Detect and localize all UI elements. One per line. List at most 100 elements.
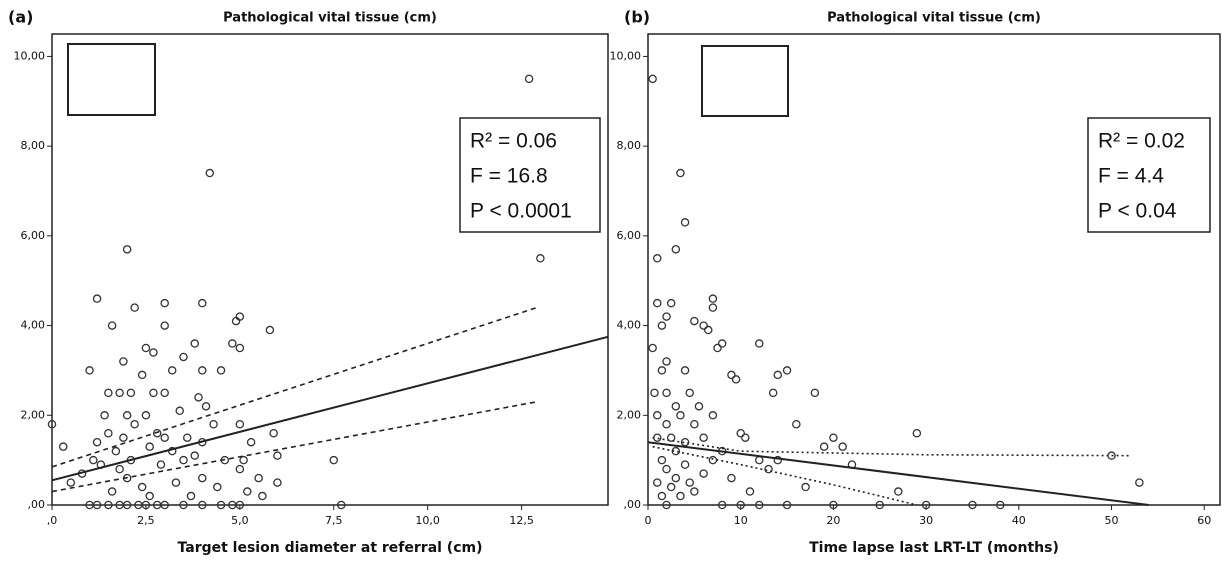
data-point bbox=[875, 500, 885, 510]
data-point bbox=[179, 352, 188, 362]
data-point bbox=[676, 168, 685, 178]
data-point bbox=[685, 478, 694, 487]
fit-line bbox=[51, 335, 609, 482]
data-point bbox=[235, 420, 245, 429]
data-point bbox=[782, 366, 792, 375]
data-point bbox=[152, 500, 162, 510]
fit-line bbox=[647, 441, 1149, 506]
data-point bbox=[536, 254, 545, 263]
data-point bbox=[149, 348, 158, 357]
data-point bbox=[190, 451, 200, 460]
x-tick-label: 2,5 bbox=[137, 514, 155, 527]
data-point bbox=[792, 420, 801, 429]
stats-text: R² = 0.06 bbox=[470, 130, 557, 153]
data-point bbox=[653, 411, 662, 420]
x-tick-label: 12,5 bbox=[509, 514, 534, 527]
data-point bbox=[657, 321, 667, 330]
data-point bbox=[666, 433, 676, 442]
data-point bbox=[662, 464, 671, 474]
data-point bbox=[996, 500, 1005, 510]
data-point bbox=[235, 500, 245, 510]
data-point bbox=[717, 500, 727, 510]
data-point bbox=[243, 487, 252, 496]
data-point bbox=[141, 343, 151, 353]
data-point bbox=[198, 500, 207, 510]
data-point bbox=[126, 388, 136, 398]
data-point bbox=[653, 254, 662, 263]
data-point bbox=[653, 298, 662, 308]
data-point bbox=[160, 298, 169, 308]
data-point bbox=[130, 420, 139, 429]
data-point bbox=[216, 366, 226, 375]
data-point bbox=[92, 294, 102, 303]
y-tick-label: 4,00 bbox=[617, 319, 642, 332]
data-point bbox=[273, 478, 282, 487]
data-point bbox=[680, 460, 690, 469]
data-point bbox=[745, 487, 755, 496]
data-point bbox=[754, 339, 764, 348]
data-point bbox=[650, 388, 659, 398]
chart-title: Pathological vital tissue (cm) bbox=[223, 11, 437, 26]
data-point bbox=[59, 442, 68, 451]
data-point bbox=[657, 366, 667, 375]
x-axis-label: Target lesion diameter at referral (cm) bbox=[178, 540, 483, 556]
data-point bbox=[92, 500, 102, 510]
data-point bbox=[209, 420, 218, 429]
data-point bbox=[141, 411, 151, 420]
data-point bbox=[657, 455, 667, 465]
data-point bbox=[704, 325, 713, 335]
x-tick-label: 20 bbox=[826, 514, 840, 527]
data-point bbox=[1135, 478, 1144, 487]
data-point bbox=[662, 312, 671, 321]
data-point bbox=[708, 411, 718, 420]
data-point bbox=[671, 402, 681, 411]
data-point bbox=[122, 245, 132, 254]
plot-frame bbox=[51, 33, 609, 506]
data-point bbox=[657, 491, 667, 501]
y-tick-label: 8,00 bbox=[617, 139, 642, 152]
data-point bbox=[666, 298, 676, 308]
data-point bbox=[773, 455, 783, 465]
data-point bbox=[239, 455, 248, 465]
x-tick-label: 30 bbox=[919, 514, 933, 527]
data-point bbox=[680, 437, 690, 447]
panel-label: (b) bbox=[624, 8, 650, 27]
data-point bbox=[137, 370, 147, 380]
data-point bbox=[731, 375, 741, 384]
x-tick-label: ,0 bbox=[47, 514, 58, 527]
data-point bbox=[754, 500, 764, 510]
data-point bbox=[216, 500, 226, 510]
y-tick-label: ,00 bbox=[624, 498, 642, 511]
data-point bbox=[337, 500, 346, 510]
data-point bbox=[968, 500, 977, 510]
stats-text: R² = 0.02 bbox=[1098, 130, 1185, 153]
data-point bbox=[156, 460, 166, 469]
fit-line bbox=[652, 436, 1131, 457]
data-point bbox=[676, 411, 685, 420]
data-point bbox=[175, 406, 184, 416]
data-point bbox=[662, 357, 671, 366]
data-point bbox=[122, 500, 132, 510]
data-point bbox=[736, 428, 745, 438]
legend-box bbox=[701, 45, 789, 117]
data-point bbox=[85, 366, 94, 375]
data-point bbox=[198, 473, 207, 483]
data-point bbox=[708, 303, 718, 312]
data-point bbox=[160, 433, 169, 442]
data-point bbox=[47, 420, 57, 429]
fit-line bbox=[652, 445, 918, 506]
data-point bbox=[89, 455, 98, 465]
data-point bbox=[152, 428, 162, 438]
y-tick-label: 6,00 bbox=[21, 229, 46, 242]
data-point bbox=[190, 339, 200, 348]
stats-text: F = 16.8 bbox=[470, 165, 548, 188]
fit-line bbox=[51, 306, 537, 468]
data-point bbox=[160, 388, 169, 398]
data-point bbox=[145, 491, 154, 501]
data-point bbox=[690, 316, 699, 326]
data-point bbox=[258, 491, 267, 501]
stats-box bbox=[1087, 117, 1211, 233]
data-point bbox=[119, 433, 128, 442]
x-tick-label: 60 bbox=[1197, 514, 1211, 527]
